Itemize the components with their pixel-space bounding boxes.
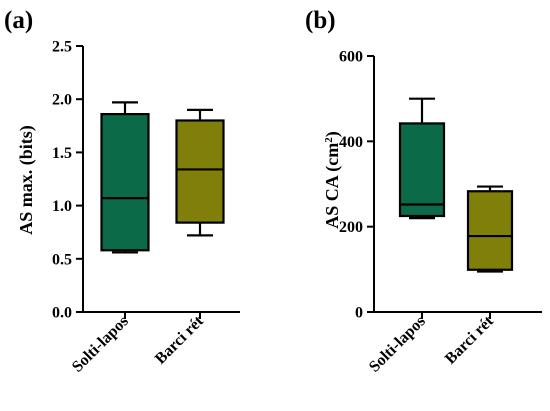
panel-a-category-label: Barci rét <box>152 312 207 367</box>
panel-a-box-barci-r-t <box>175 108 225 237</box>
panel-b-label: (b) <box>305 7 336 34</box>
panel-b-tick-label: 0 <box>355 305 363 322</box>
panel-b-categories: Solti-lapos Barci rét <box>366 312 497 376</box>
box-iqr <box>100 112 150 252</box>
panel-b-category-label: Barci rét <box>442 312 497 367</box>
panel-b-tick-label: 600 <box>339 49 363 66</box>
box-iqr <box>466 190 514 271</box>
panel-a-boxes <box>100 101 225 254</box>
panel-b-category-label: Solti-lapos <box>366 313 429 376</box>
panel-b-tick-label: 200 <box>339 219 363 236</box>
panel-b-ticks: 0 200 400 600 <box>339 49 374 322</box>
panel-a-box-solti-lapos <box>100 101 150 254</box>
panel-a-categories: Solti-lapos Barci rét <box>69 312 207 376</box>
panel-b-tick-label: 400 <box>339 134 363 151</box>
panel-b-ylabel-close: ) <box>322 131 343 137</box>
panel-a-ticks: 0.0 0.5 1.0 1.5 2.0 2.5 <box>52 39 83 322</box>
panel-b-box-barci-r-t <box>466 185 514 273</box>
panel-b-ylabel: AS CA (cm2) <box>322 131 343 229</box>
panel-a-tick-label: 1.5 <box>52 145 72 162</box>
panel-a-label: (a) <box>4 7 33 34</box>
panel-b-boxes <box>398 97 514 273</box>
panel-a-tick-label: 0.0 <box>52 305 72 322</box>
panel-b-ylabel-main: AS CA (cm <box>322 143 343 229</box>
panel-a: (a) AS max. (bits) 0.0 0.5 1.0 1.5 2.0 2.5 So… <box>4 7 240 376</box>
panel-b: (b) AS CA (cm2) 0 200 400 600 Solti-lapos Ba… <box>305 7 542 376</box>
box-iqr <box>175 119 225 224</box>
panel-a-category-label: Solti-lapos <box>69 313 132 376</box>
panel-b-box-solti-lapos <box>398 97 446 220</box>
panel-a-ylabel: AS max. (bits) <box>16 125 37 235</box>
box-iqr <box>398 122 446 218</box>
panel-a-tick-label: 0.5 <box>52 251 72 268</box>
panel-a-tick-label: 1.0 <box>52 198 72 215</box>
panel-a-tick-label: 2.5 <box>52 39 72 56</box>
panel-b-ylabel-sup: 2 <box>323 137 335 143</box>
panel-a-tick-label: 2.0 <box>52 92 72 109</box>
